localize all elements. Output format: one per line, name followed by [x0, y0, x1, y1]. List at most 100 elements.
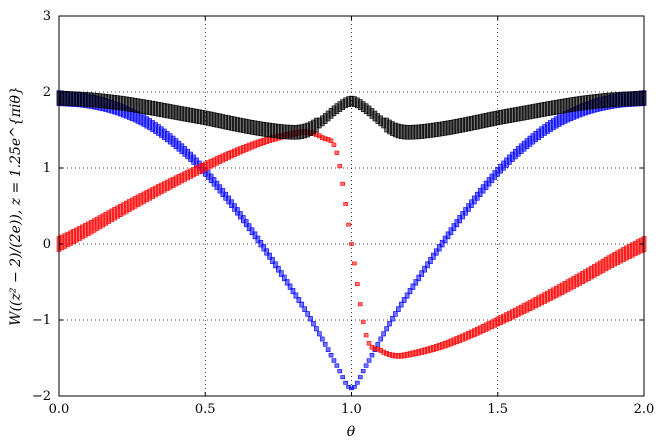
- data-point: [311, 321, 316, 327]
- data-point: [451, 223, 457, 232]
- data-point: [293, 292, 299, 299]
- data-point: [340, 181, 346, 186]
- ticks: 0.0 0.5 1.0 1.5 2.0 −2 −1 0 1 2 3: [32, 9, 655, 417]
- data-point: [252, 231, 258, 240]
- data-point: [331, 358, 337, 363]
- data-point: [363, 363, 369, 368]
- y-axis-label: W((z² − 2)/(2e)), z = 1.25e^{πiθ}: [8, 86, 24, 326]
- y-tick-label: −2: [32, 389, 51, 404]
- data-point: [448, 227, 454, 236]
- x-axis-label: θ: [347, 424, 356, 440]
- data-point: [416, 274, 422, 282]
- data-point: [425, 261, 430, 269]
- data-point: [428, 257, 433, 264]
- y-tick-label: −1: [32, 313, 51, 328]
- data-point: [369, 352, 375, 358]
- data-point: [357, 375, 363, 380]
- data-point: [267, 252, 272, 260]
- data-point: [404, 292, 410, 299]
- data-point: [281, 274, 287, 282]
- data-point: [360, 319, 366, 324]
- data-point: [261, 244, 267, 252]
- data-point: [337, 369, 343, 374]
- data-point: [343, 380, 348, 385]
- y-tick-label: 3: [43, 9, 51, 24]
- data-point: [436, 244, 442, 252]
- x-tick-label: 1.0: [341, 402, 362, 417]
- data-point: [270, 257, 275, 264]
- data-point: [328, 352, 334, 358]
- y-tick-label: 0: [43, 237, 51, 252]
- data-point: [319, 336, 325, 342]
- data-point: [407, 288, 413, 295]
- data-point: [246, 223, 252, 232]
- data-point: [375, 341, 381, 347]
- x-tick-label: 0.0: [49, 402, 70, 417]
- data-point: [355, 380, 360, 385]
- data-point: [322, 341, 328, 347]
- data-point: [352, 384, 357, 389]
- data-point: [357, 302, 363, 307]
- data-point: [243, 219, 249, 228]
- data-point: [439, 239, 445, 248]
- data-point: [325, 347, 331, 352]
- data-point: [442, 235, 448, 244]
- data-point: [302, 306, 308, 312]
- data-point: [434, 248, 439, 256]
- data-point: [384, 326, 389, 332]
- data-point: [431, 252, 436, 260]
- data-point: [366, 358, 372, 363]
- data-point: [401, 297, 407, 303]
- data-point: [273, 261, 278, 269]
- y-tick-label: 1: [43, 161, 51, 176]
- data-point: [290, 288, 296, 295]
- data-point: [278, 270, 284, 277]
- data-point: [328, 138, 334, 143]
- data-point: [331, 142, 337, 147]
- data-point: [398, 301, 404, 308]
- data-point: [296, 297, 302, 303]
- data-point: [419, 270, 425, 277]
- data-point: [410, 283, 416, 290]
- data-point: [264, 248, 269, 256]
- data-point: [393, 311, 398, 317]
- x-tick-label: 1.5: [487, 402, 508, 417]
- data-point: [317, 331, 322, 337]
- data-point: [337, 164, 343, 169]
- data-point: [284, 279, 290, 286]
- data-point: [249, 227, 255, 236]
- data-point: [366, 341, 372, 346]
- data-point: [308, 316, 313, 322]
- y-tick-label: 2: [43, 85, 51, 100]
- data-point: [305, 311, 310, 317]
- data-point: [360, 369, 366, 374]
- data-point: [346, 222, 351, 227]
- data-point: [240, 215, 246, 224]
- data-point: [352, 261, 357, 266]
- data-point: [340, 375, 346, 380]
- data-point: [390, 316, 395, 322]
- data-point: [334, 150, 340, 155]
- data-point: [349, 242, 354, 246]
- data-point: [287, 283, 293, 290]
- grid: [59, 16, 644, 396]
- data-point: [355, 282, 360, 287]
- data-point: [378, 336, 384, 342]
- series-2: [56, 90, 647, 140]
- data-point: [258, 239, 264, 248]
- data-point: [255, 235, 261, 244]
- data-point: [422, 265, 427, 273]
- data-point: [381, 331, 386, 337]
- data-point: [299, 301, 305, 308]
- data-point: [413, 279, 419, 286]
- data-point: [314, 326, 319, 332]
- x-tick-label: 0.5: [195, 402, 216, 417]
- data-point: [395, 306, 401, 312]
- data-point: [334, 363, 340, 368]
- data-point: [343, 201, 348, 206]
- data-point: [276, 265, 281, 273]
- data-point: [445, 231, 451, 240]
- x-tick-label: 2.0: [634, 402, 655, 417]
- data-point: [387, 321, 392, 327]
